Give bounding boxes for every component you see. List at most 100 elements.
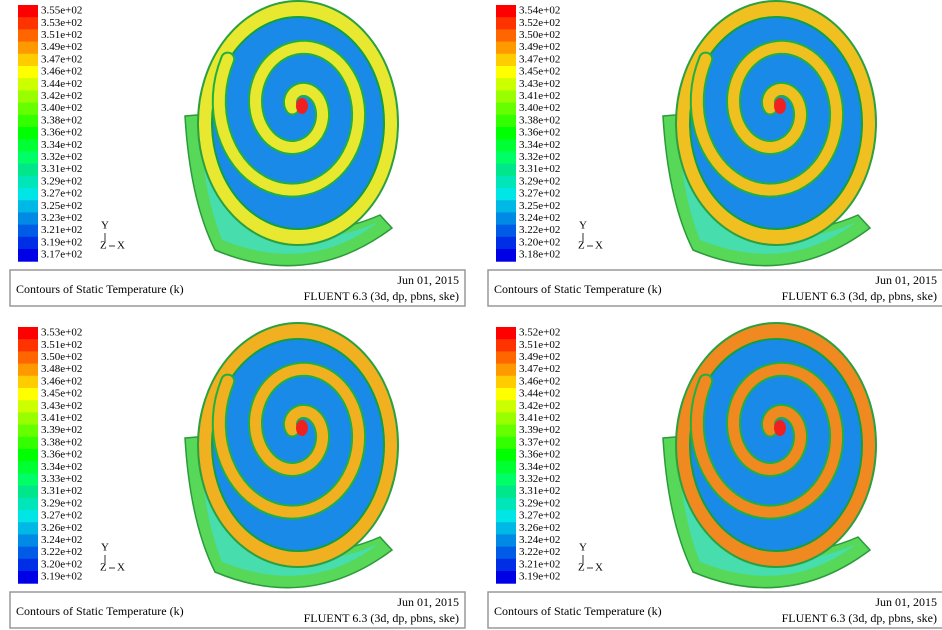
colorbar-label: 3.32e+02: [519, 151, 560, 163]
caption-title: Contours of Static Temperature (k): [494, 604, 662, 618]
colorbar-swatch: [496, 571, 516, 584]
caption-date: Jun 01, 2015: [875, 595, 937, 609]
colorbar-swatch: [496, 102, 516, 116]
colorbar-label: 3.36e+02: [519, 449, 560, 461]
colorbar-label: 3.22e+02: [519, 224, 560, 236]
colorbar-swatch: [496, 151, 516, 165]
colorbar-label: 3.19e+02: [41, 236, 82, 248]
colorbar-label: 3.24e+02: [41, 534, 82, 546]
colorbar-label: 3.27e+02: [41, 510, 82, 522]
colorbar-label: 3.44e+02: [519, 388, 560, 400]
colorbar-swatch: [18, 78, 38, 91]
axis-z: Z: [578, 240, 585, 252]
axis-z: Z: [100, 562, 107, 574]
colorbar-label: 3.31e+02: [41, 163, 82, 175]
colorbar-swatch: [18, 546, 38, 560]
colorbar-swatch: [496, 510, 516, 523]
colorbar-swatch: [18, 102, 38, 116]
colorbar-swatch: [18, 53, 38, 67]
spiral-wrap: [691, 41, 843, 196]
colorbar-swatch: [18, 571, 38, 584]
colorbar-swatch: [18, 400, 38, 413]
colorbar-label: 3.52e+02: [519, 17, 560, 29]
colorbar-label: 3.45e+02: [41, 388, 82, 400]
colorbar-label: 3.41e+02: [41, 412, 82, 424]
colorbar-swatch: [18, 412, 38, 426]
colorbar-swatch: [496, 188, 516, 201]
colorbar-label: 3.51e+02: [41, 29, 82, 41]
colorbar-label: 3.42e+02: [519, 400, 560, 412]
colorbar-label: 3.19e+02: [41, 571, 82, 583]
colorbar-label: 3.32e+02: [519, 473, 560, 485]
colorbar-swatch: [18, 558, 38, 572]
colorbar-label: 3.40e+02: [41, 102, 82, 114]
caption-title: Contours of Static Temperature (k): [16, 282, 184, 296]
colorbar-swatch: [496, 29, 516, 43]
colorbar-swatch: [18, 388, 38, 401]
colorbar-label: 3.36e+02: [519, 127, 560, 139]
colorbar-label: 3.45e+02: [519, 66, 560, 78]
colorbar-swatch: [496, 497, 516, 511]
colorbar-label: 3.20e+02: [41, 558, 82, 570]
colorbar-label: 3.27e+02: [519, 510, 560, 522]
colorbar-label: 3.47e+02: [519, 53, 560, 65]
colorbar-swatch: [18, 497, 38, 511]
colorbar-label: 3.46e+02: [519, 375, 560, 387]
colorbar-label: 3.50e+02: [41, 351, 82, 363]
colorbar-label: 3.41e+02: [519, 90, 560, 102]
axis-y: Y: [101, 542, 109, 554]
colorbar-label: 3.29e+02: [41, 175, 82, 187]
axis-z: Z: [100, 240, 107, 252]
colorbar-swatch: [18, 327, 38, 340]
colorbar-swatch: [496, 17, 516, 30]
hot-core: [296, 420, 308, 436]
colorbar-swatch: [496, 78, 516, 91]
colorbar-swatch: [18, 510, 38, 523]
colorbar-label: 3.31e+02: [519, 163, 560, 175]
colorbar-swatch: [496, 473, 516, 487]
colorbar-label: 3.51e+02: [519, 339, 560, 351]
caption-box: [487, 269, 942, 307]
caption-solver: FLUENT 6.3 (3d, dp, pbns, ske): [304, 611, 459, 625]
hot-core: [774, 420, 786, 436]
colorbar-label: 3.20e+02: [519, 236, 560, 248]
colorbar-label: 3.53e+02: [41, 17, 82, 29]
colorbar-swatch: [496, 375, 516, 389]
colorbar-swatch: [18, 461, 38, 474]
colorbar-label: 3.39e+02: [41, 424, 82, 436]
spiral-wrap: [213, 41, 365, 196]
colorbar-label: 3.37e+02: [519, 436, 560, 448]
hot-core: [296, 98, 308, 114]
colorbar-swatch: [18, 224, 38, 238]
colorbar-label: 3.22e+02: [41, 546, 82, 558]
colorbar-swatch: [18, 66, 38, 79]
colorbar-swatch: [18, 449, 38, 462]
colorbar-swatch: [496, 41, 516, 55]
colorbar-swatch: [496, 461, 516, 474]
panel: 3.55e+023.53e+023.51e+023.49e+023.47e+02…: [9, 0, 466, 307]
colorbar-swatch: [18, 163, 38, 177]
colorbar-swatch: [18, 188, 38, 201]
colorbar-label: 3.26e+02: [41, 522, 82, 534]
colorbar-swatch: [496, 224, 516, 238]
colorbar-swatch: [496, 424, 516, 438]
colorbar-label: 3.23e+02: [41, 212, 82, 224]
colorbar-swatch: [18, 175, 38, 189]
colorbar-label: 3.43e+02: [41, 400, 82, 412]
colorbar-label: 3.27e+02: [519, 188, 560, 200]
colorbar-label: 3.24e+02: [519, 534, 560, 546]
colorbar-label: 3.47e+02: [519, 363, 560, 375]
colorbar-swatch: [18, 363, 38, 377]
colorbar-label: 3.34e+02: [519, 139, 560, 151]
colorbar-label: 3.34e+02: [41, 461, 82, 473]
colorbar-swatch: [18, 424, 38, 438]
colorbar-label: 3.18e+02: [519, 249, 560, 261]
colorbar-label: 3.31e+02: [41, 485, 82, 497]
colorbar-label: 3.33e+02: [41, 473, 82, 485]
axis-y: Y: [579, 220, 587, 232]
colorbar-swatch: [18, 473, 38, 487]
colorbar-label: 3.36e+02: [41, 127, 82, 139]
axis-y: Y: [101, 220, 109, 232]
colorbar-label: 3.51e+02: [41, 339, 82, 351]
colorbar-swatch: [18, 375, 38, 389]
